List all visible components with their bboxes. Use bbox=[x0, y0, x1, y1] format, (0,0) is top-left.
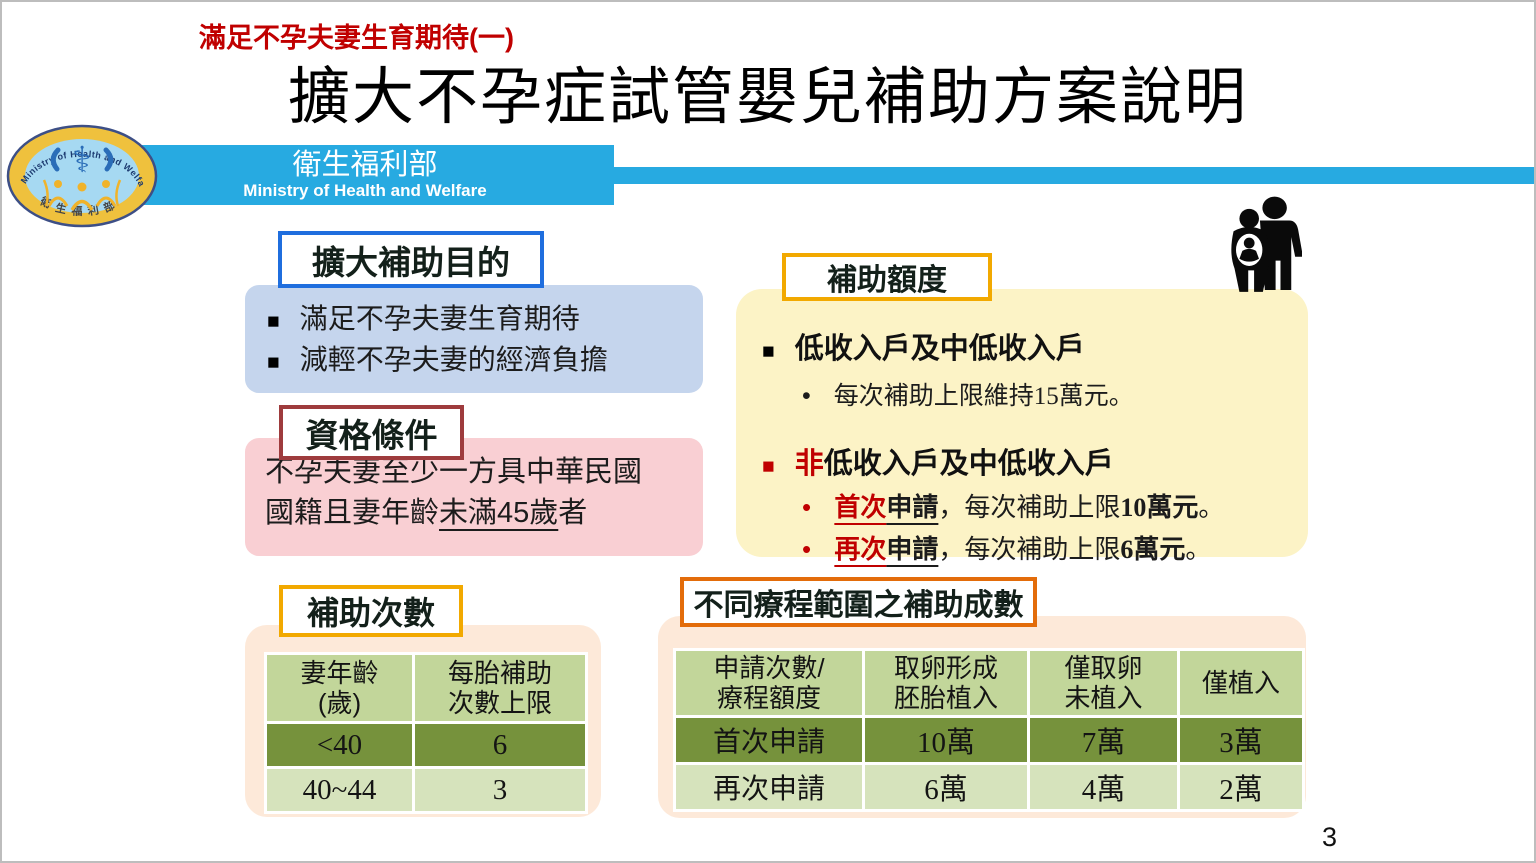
ministry-banner: 衛生福利部 Ministry of Health and Welfare bbox=[60, 145, 614, 205]
family-icon bbox=[1231, 196, 1302, 292]
eligibility-line2: 國籍且妻年齡未滿45歲者 bbox=[265, 497, 588, 529]
table-cell: 6萬 bbox=[862, 762, 1030, 812]
table-row: 首次申請 10萬 7萬 3萬 bbox=[673, 715, 1305, 765]
table-cell: 再次申請 bbox=[673, 762, 865, 812]
square-bullet-icon: ■ bbox=[762, 455, 775, 478]
purpose-box: ■ 滿足不孕夫妻生育期待 ■ 減輕不孕夫妻的經濟負擔 bbox=[245, 285, 703, 393]
dot-bullet-icon: • bbox=[802, 492, 812, 522]
banner-strip bbox=[614, 167, 1534, 184]
ministry-name-zh: 衛生福利部 bbox=[292, 149, 438, 181]
amount-group2-red-char: 非 bbox=[794, 448, 824, 480]
table-cell: 2萬 bbox=[1177, 762, 1305, 812]
section-title-eligibility: 資格條件 bbox=[279, 405, 464, 460]
table-header-row: 申請次數/ 療程額度 取卵形成 胚胎植入 僅取卵 未植入 僅植入 bbox=[673, 648, 1305, 718]
eligibility-line1: 不孕夫妻至少一方具中華民國 bbox=[265, 456, 643, 488]
col-header: 僅植入 bbox=[1177, 648, 1305, 718]
purpose-bullet: ■ 減輕不孕夫妻的經濟負擔 bbox=[245, 341, 703, 382]
section-title-coverage: 不同療程範圍之補助成數 bbox=[680, 577, 1037, 627]
table-row: 40~44 3 bbox=[264, 766, 588, 814]
caduceus-symbol: ⚕ bbox=[72, 139, 91, 180]
section-title-purpose: 擴大補助目的 bbox=[278, 231, 544, 288]
table-cell: 40~44 bbox=[264, 766, 415, 814]
purpose-bullet-text: 減輕不孕夫妻的經濟負擔 bbox=[299, 344, 608, 375]
col-header: 取卵形成 胚胎植入 bbox=[862, 648, 1030, 718]
col-header: 申請次數/ 療程額度 bbox=[673, 648, 865, 718]
table-cell: 3 bbox=[412, 766, 588, 814]
eligibility-underlined-age: 未滿45歲 bbox=[439, 497, 559, 529]
coverage-table-box: 申請次數/ 療程額度 取卵形成 胚胎植入 僅取卵 未植入 僅植入 首次申請 10… bbox=[658, 616, 1306, 818]
amount-group2-heading: ■ 非低收入戶及中低收入戶 bbox=[762, 448, 1114, 480]
table-cell: 3萬 bbox=[1177, 715, 1305, 765]
col-header: 妻年齡 (歲) bbox=[264, 652, 415, 724]
section-title-times: 補助次數 bbox=[279, 585, 463, 637]
amount-group1-heading: ■ 低收入戶及中低收入戶 bbox=[762, 333, 1085, 365]
table-row: 再次申請 6萬 4萬 2萬 bbox=[673, 762, 1305, 812]
amount-group1-detail: • 每次補助上限維持15萬元。 bbox=[802, 382, 1134, 410]
amount-box: ■ 低收入戶及中低收入戶 • 每次補助上限維持15萬元。 ■ 非低收入戶及中低收… bbox=[736, 289, 1308, 564]
square-bullet-icon: ■ bbox=[762, 340, 775, 363]
page-number: 3 bbox=[1322, 822, 1338, 852]
slide-title: 擴大不孕症試管嬰兒補助方案說明 bbox=[287, 63, 1248, 132]
table-row: <40 6 bbox=[264, 721, 588, 769]
purpose-bullet: ■ 滿足不孕夫妻生育期待 bbox=[245, 300, 703, 341]
coverage-table: 申請次數/ 療程額度 取卵形成 胚胎植入 僅取卵 未植入 僅植入 首次申請 10… bbox=[673, 648, 1305, 812]
square-bullet-icon: ■ bbox=[267, 351, 280, 374]
ministry-logo-icon: Ministry of Health and Welfare 衛生福利部 ⚕ bbox=[6, 124, 158, 228]
table-cell: 6 bbox=[412, 721, 588, 769]
table-cell: 4萬 bbox=[1027, 762, 1180, 812]
purpose-bullet-text: 滿足不孕夫妻生育期待 bbox=[299, 303, 580, 334]
table-cell: 首次申請 bbox=[673, 715, 865, 765]
table-header-row: 妻年齡 (歲) 每胎補助 次數上限 bbox=[264, 652, 588, 724]
section-title-amount: 補助額度 bbox=[782, 253, 992, 301]
first-apply-amount: 10萬元 bbox=[1120, 493, 1199, 522]
repeat-apply-amount: 6萬元 bbox=[1120, 535, 1186, 564]
table-cell: 7萬 bbox=[1027, 715, 1180, 765]
logo-family-figures bbox=[42, 179, 122, 211]
first-apply-keyword: 首次 bbox=[834, 492, 887, 522]
dot-bullet-icon: • bbox=[802, 382, 811, 410]
slide-kicker: 滿足不孕夫妻生育期待(一) bbox=[199, 23, 514, 53]
repeat-apply-keyword: 再次 bbox=[834, 534, 887, 564]
col-header: 僅取卵 未植入 bbox=[1027, 648, 1180, 718]
table-cell: 10萬 bbox=[862, 715, 1030, 765]
times-table: 妻年齡 (歲) 每胎補助 次數上限 <40 6 40~44 3 bbox=[264, 652, 588, 814]
dot-bullet-icon: • bbox=[802, 534, 812, 564]
square-bullet-icon: ■ bbox=[267, 310, 280, 333]
ministry-name-en: Ministry of Health and Welfare bbox=[243, 181, 487, 200]
amount-first-apply-detail: • 首次申請，每次補助上限10萬元。 bbox=[802, 492, 1225, 522]
amount-repeat-apply-detail: • 再次申請，每次補助上限6萬元。 bbox=[802, 534, 1212, 564]
col-header: 每胎補助 次數上限 bbox=[412, 652, 588, 724]
table-cell: <40 bbox=[264, 721, 415, 769]
times-table-box: 妻年齡 (歲) 每胎補助 次數上限 <40 6 40~44 3 bbox=[245, 625, 601, 817]
